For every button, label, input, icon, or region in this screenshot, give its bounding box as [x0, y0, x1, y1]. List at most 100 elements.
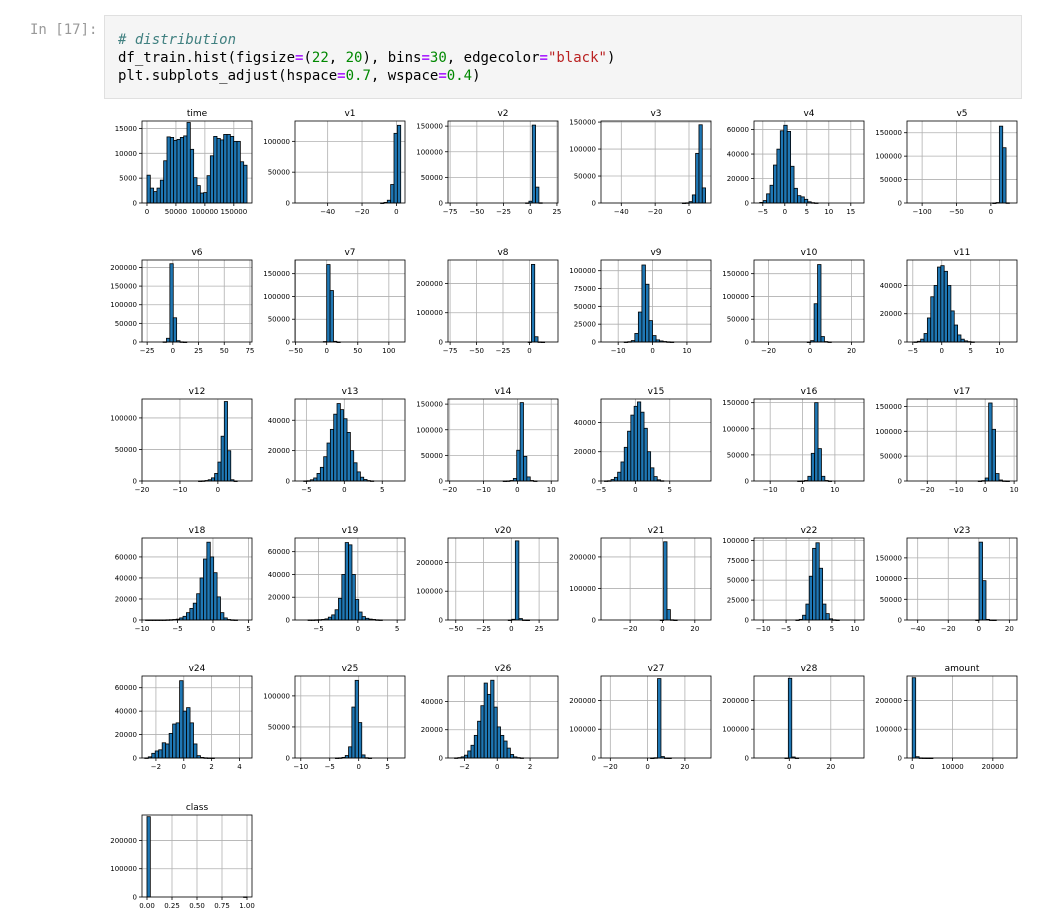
y-tick-label: 100000	[263, 692, 290, 700]
axes-frame	[906, 398, 1018, 482]
histogram-bar	[634, 333, 639, 343]
code-cell[interactable]: # distribution df_train.hist(figsize=(22…	[104, 15, 1022, 99]
x-tick-label: 0	[940, 347, 944, 355]
code-operator: =	[438, 68, 447, 84]
histogram-bar	[473, 734, 478, 759]
axes-frame	[753, 398, 865, 482]
x-tick-label: −40	[910, 625, 925, 633]
subplot-title: v22	[801, 526, 818, 536]
histogram-bar	[151, 752, 156, 759]
histogram-bar	[650, 467, 655, 482]
histogram-bar	[172, 317, 178, 343]
histogram-bar	[159, 179, 165, 204]
axes-frame	[141, 259, 253, 343]
axes-frame	[141, 120, 253, 204]
x-tick-label: −20	[761, 347, 776, 355]
histogram-bar	[808, 575, 813, 621]
y-tick-label: 100000	[722, 293, 749, 301]
histogram-bar	[984, 477, 990, 482]
histogram-bar	[334, 609, 339, 621]
histogram-bar	[995, 473, 1000, 482]
subplot-title: v12	[189, 387, 206, 397]
x-tick-label: 5	[668, 486, 672, 494]
x-tick-label: 0	[989, 208, 993, 216]
x-tick-label: −10	[476, 486, 491, 494]
histogram-bar	[506, 747, 511, 759]
x-tick-label: 0	[808, 347, 812, 355]
histogram-v13: v13 −5 0 5 0 20000 40000	[268, 387, 406, 494]
x-tick-label: −20	[135, 486, 150, 494]
axes-frame	[447, 537, 559, 621]
histogram-bar	[648, 320, 653, 343]
x-tick-label: 0	[356, 625, 360, 633]
histogram-bar	[820, 336, 825, 343]
x-tick-label: 20	[1005, 625, 1014, 633]
x-tick-label: −100	[913, 208, 932, 216]
code-editor[interactable]: # distribution df_train.hist(figsize=(22…	[118, 31, 615, 85]
x-tick-label: 10	[850, 625, 859, 633]
y-tick-label: 20000	[421, 726, 443, 734]
subplot-title: v9	[650, 248, 661, 258]
y-tick-label: 0	[898, 478, 902, 486]
x-tick-label: −25	[476, 625, 491, 633]
histogram-bar	[810, 452, 816, 482]
x-tick-label: 50	[220, 347, 229, 355]
y-tick-label: 200000	[416, 559, 443, 567]
y-tick-label: 100000	[569, 267, 596, 275]
y-tick-label: 200000	[110, 837, 137, 845]
histogram-bar	[220, 612, 225, 621]
histogram-bar	[153, 191, 158, 204]
histogram-bar	[514, 540, 520, 621]
x-tick-label: 0	[807, 625, 811, 633]
histogram-bar	[630, 414, 635, 482]
histogram-bar	[196, 593, 201, 621]
y-tick-label: 20000	[115, 731, 137, 739]
histogram-bar	[331, 614, 336, 621]
histogram-bar	[183, 135, 188, 204]
axes-frame	[906, 537, 1018, 621]
x-tick-label: 0	[660, 625, 664, 633]
histogram-bar	[182, 710, 187, 759]
y-tick-label: 20000	[268, 594, 290, 602]
y-tick-label: 100000	[416, 309, 443, 317]
subplot-title: v24	[189, 664, 206, 674]
x-tick-label: 0	[527, 347, 531, 355]
y-tick-label: 50000	[727, 316, 749, 324]
histogram-bar	[988, 402, 993, 482]
histogram-bar	[822, 603, 827, 621]
y-tick-label: 0	[439, 755, 443, 763]
histogram-v26: v26 −2 0 2 0 20000 40000	[421, 664, 559, 771]
x-tick-label: −10	[293, 763, 308, 771]
y-tick-label: 100000	[875, 575, 902, 583]
axes-frame	[447, 398, 559, 482]
histogram-bar	[213, 136, 218, 204]
y-tick-label: 20000	[727, 175, 749, 183]
y-tick-label: 200000	[722, 697, 749, 705]
histogram-bar	[779, 130, 785, 204]
histogram-class: class 0.00 0.25 0.50 0.75 1.00 0 100000 200000	[110, 803, 255, 910]
axes-frame	[600, 259, 712, 343]
histogram-bar	[793, 187, 798, 204]
histogram-bar	[346, 432, 351, 482]
histogram-bar	[807, 475, 812, 482]
y-tick-label: 100000	[722, 726, 749, 734]
histogram-bar	[695, 152, 700, 204]
subplot-title: v14	[495, 387, 512, 397]
y-tick-label: 50000	[574, 303, 596, 311]
y-tick-label: 150000	[722, 399, 749, 407]
y-tick-label: 25000	[574, 321, 596, 329]
histogram-bar	[531, 124, 536, 204]
x-tick-label: 1.00	[239, 902, 255, 910]
y-tick-label: 100000	[263, 293, 290, 301]
histogram-bar	[213, 572, 218, 621]
code-token: df_train	[118, 50, 186, 66]
x-tick-label: 75	[245, 347, 254, 355]
y-tick-label: 150000	[263, 270, 290, 278]
histogram-bar	[361, 754, 366, 759]
axes-frame	[600, 675, 712, 759]
x-tick-label: 0	[800, 486, 804, 494]
histogram-bar	[652, 335, 657, 343]
subplot-title: v19	[342, 526, 359, 536]
x-tick-label: 100000	[192, 208, 219, 216]
histogram-bar	[817, 448, 822, 482]
